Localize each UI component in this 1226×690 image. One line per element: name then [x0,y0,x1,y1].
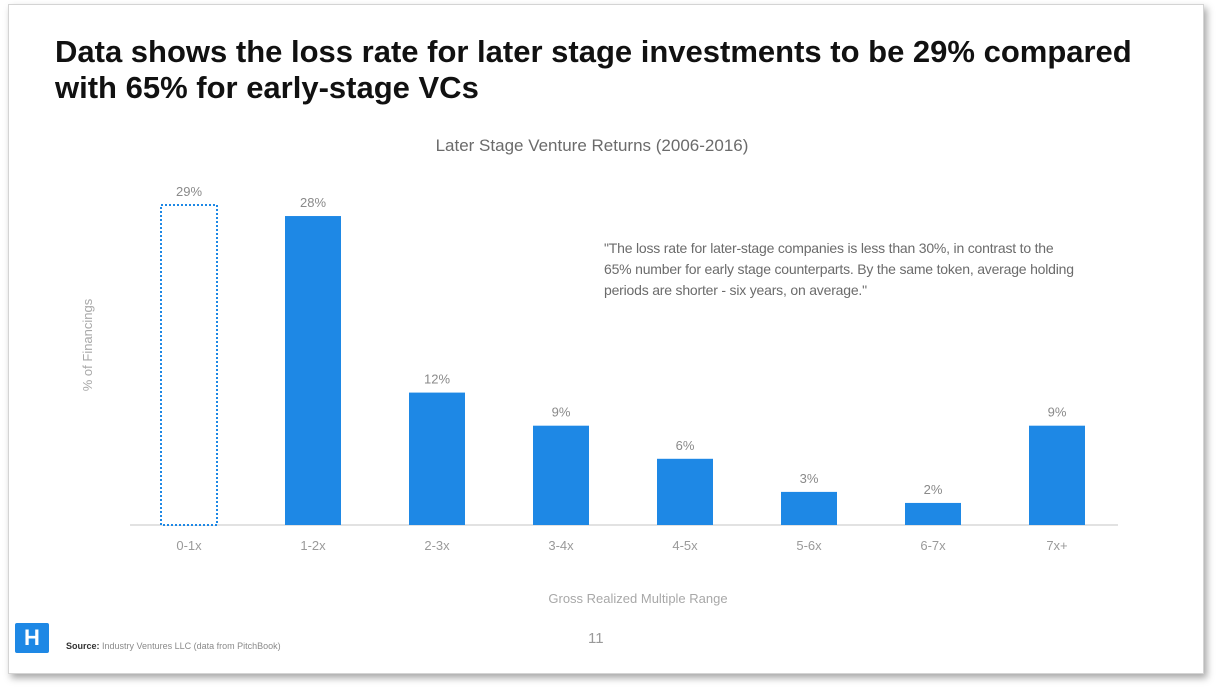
bar-7x+ [1029,425,1085,525]
chart-title: Later Stage Venture Returns (2006-2016) [436,136,749,155]
source-label: Source: [66,641,100,651]
value-label-5-6x: 3% [800,471,819,486]
value-label-4-5x: 6% [676,438,695,453]
bar-2-3x [409,392,465,525]
bar-6-7x [905,502,961,525]
slide-headline: Data shows the loss rate for later stage… [55,34,1132,105]
quote-text: "The loss rate for later-stage companies… [604,240,1074,298]
value-label-7x+: 9% [1048,405,1067,420]
bar-5-6x [781,491,837,525]
value-label-2-3x: 12% [424,372,450,387]
source-text: Industry Ventures LLC (data from PitchBo… [102,641,281,651]
value-label-1-2x: 28% [300,195,326,210]
tick-label-7x+: 7x+ [1046,538,1067,553]
bar-3-4x [533,425,589,525]
value-label-3-4x: 9% [552,405,571,420]
tick-label-1-2x: 1-2x [300,538,326,553]
bar-4-5x [657,458,713,525]
tick-label-6-7x: 6-7x [920,538,946,553]
company-logo: H [15,623,49,653]
bars-group: 29% 0-1x 28% 1-2x 12% 2-3x 9% 3-4x 6% 4-5x 3% 5-6x 2… [160,184,1085,553]
tick-label-0-1x: 0-1x [176,538,202,553]
tick-label-3-4x: 3-4x [548,538,574,553]
bar-1-2x [285,216,341,525]
tick-label-2-3x: 2-3x [424,538,450,553]
value-label-6-7x: 2% [924,482,943,497]
bar-0-1x [160,204,218,526]
x-axis-title: Gross Realized Multiple Range [548,591,727,606]
tick-label-5-6x: 5-6x [796,538,822,553]
value-label-0-1x: 29% [176,184,202,199]
page-number: 11 [588,630,604,647]
tick-label-4-5x: 4-5x [672,538,698,553]
source-note: Source: Industry Ventures LLC (data from… [66,641,281,651]
y-axis-title: % of Financings [80,298,95,391]
